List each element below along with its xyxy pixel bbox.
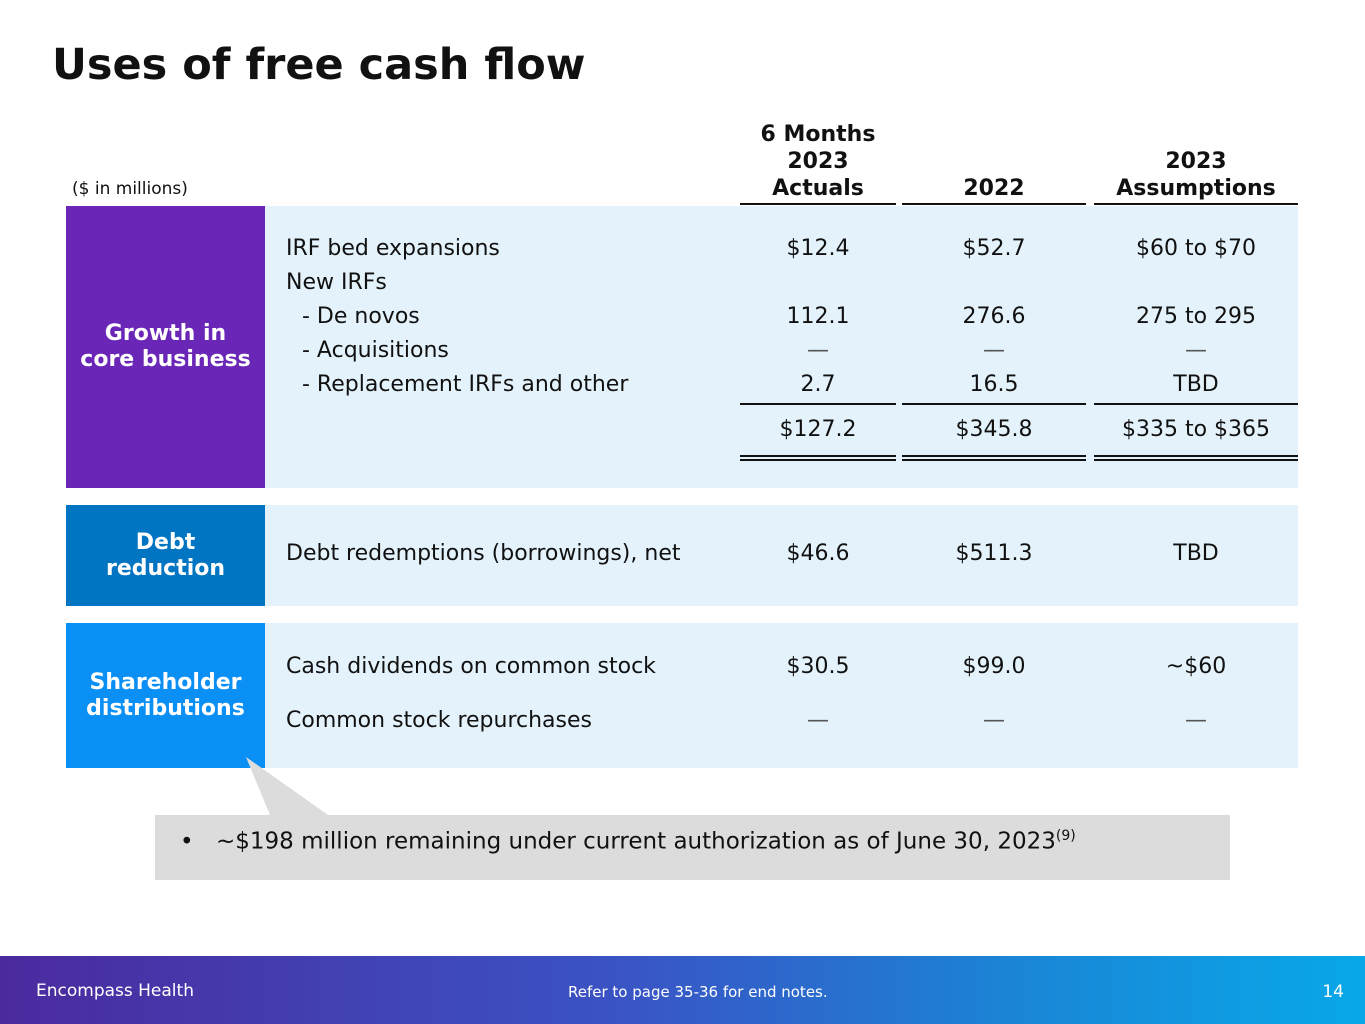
cell-irf-bed-6m: $12.4	[786, 236, 850, 261]
row-label-acquisitions: - Acquisitions	[302, 338, 449, 363]
cell-debt-2022: $511.3	[955, 541, 1033, 566]
callout-body: ~$198 million remaining under current au…	[216, 828, 1056, 855]
debt-section-panel	[66, 505, 1298, 606]
row-label-replacement-irfs: - Replacement IRFs and other	[302, 372, 629, 397]
total-double-rule	[902, 455, 1086, 461]
total-double-rule	[740, 455, 896, 461]
row-label-cash-dividends: Cash dividends on common stock	[286, 654, 656, 679]
subtotal-rule	[902, 403, 1086, 405]
cell-dividends-2022: $99.0	[962, 654, 1026, 679]
cell-replacement-2023: TBD	[1173, 372, 1219, 397]
row-label-de-novos: - De novos	[302, 304, 420, 329]
row-label-stock-repurchases: Common stock repurchases	[286, 708, 593, 733]
debt-category-label: Debt reduction	[66, 505, 265, 606]
cell-de-novos-2022: 276.6	[962, 304, 1026, 329]
column-header-line: Assumptions	[1116, 176, 1276, 201]
cell-growth-total-2023: $335 to $365	[1121, 417, 1271, 442]
page-number: 14	[1322, 982, 1344, 1002]
callout-text: • ~$198 million remaining under current a…	[180, 828, 1076, 855]
footer-bar	[0, 956, 1365, 1024]
row-label-irf-bed-expansions: IRF bed expansions	[286, 236, 500, 261]
subtotal-rule	[740, 403, 896, 405]
cell-acquisitions-2022: —	[983, 338, 1005, 363]
units-note: ($ in millions)	[72, 179, 188, 199]
footer-endnote: Refer to page 35-36 for end notes.	[568, 983, 828, 1001]
shareholder-category-text: Shareholder distributions	[86, 669, 245, 721]
bullet-icon: •	[180, 828, 194, 855]
growth-section-panel	[66, 206, 1298, 488]
column-header-line: 6 Months	[760, 122, 876, 147]
cell-repurchases-2023: —	[1185, 708, 1207, 733]
cell-debt-2023: TBD	[1173, 541, 1219, 566]
column-header-rule	[1094, 203, 1298, 205]
callout-footnote-ref: (9)	[1055, 828, 1076, 844]
column-header-6m-2023-actuals: 6 Months 2023 Actuals	[740, 118, 896, 202]
subtotal-rule	[1094, 403, 1298, 405]
cell-dividends-6m: $30.5	[786, 654, 850, 679]
total-double-rule	[1094, 455, 1298, 461]
callout-pointer	[246, 757, 328, 815]
cell-irf-bed-2023: $60 to $70	[1135, 236, 1257, 261]
column-header-line: 2023	[1165, 149, 1227, 174]
cell-de-novos-6m: 112.1	[786, 304, 850, 329]
footer-company: Encompass Health	[36, 981, 194, 1001]
row-label-new-irfs: New IRFs	[286, 270, 387, 295]
column-header-line: 2022	[963, 176, 1025, 201]
cell-irf-bed-2022: $52.7	[962, 236, 1026, 261]
cell-growth-total-2022: $345.8	[955, 417, 1033, 442]
shareholder-category-label: Shareholder distributions	[66, 623, 265, 768]
debt-category-text: Debt reduction	[105, 529, 226, 581]
cell-dividends-2023: ~$60	[1165, 654, 1227, 679]
growth-category-label: Growth in core business	[66, 206, 265, 488]
column-header-2023-assumptions: 2023 Assumptions	[1094, 118, 1298, 202]
column-header-rule	[902, 203, 1086, 205]
column-header-line: 2023	[787, 149, 849, 174]
cell-de-novos-2023: 275 to 295	[1135, 304, 1257, 329]
growth-category-text: Growth in core business	[80, 321, 251, 372]
column-header-2022: 2022	[902, 118, 1086, 202]
callout-box	[155, 815, 1230, 880]
row-label-debt-redemptions: Debt redemptions (borrowings), net	[286, 541, 681, 566]
cell-repurchases-6m: —	[807, 708, 829, 733]
cell-debt-6m: $46.6	[786, 541, 850, 566]
cell-acquisitions-6m: —	[807, 338, 829, 363]
cell-replacement-2022: 16.5	[969, 372, 1019, 397]
cell-repurchases-2022: —	[983, 708, 1005, 733]
cell-growth-total-6m: $127.2	[779, 417, 857, 442]
cell-replacement-6m: 2.7	[800, 372, 836, 397]
shareholder-section-panel	[66, 623, 1298, 768]
column-header-rule	[740, 203, 896, 205]
page-title: Uses of free cash flow	[52, 40, 586, 90]
cell-acquisitions-2023: —	[1185, 338, 1207, 363]
column-header-line: Actuals	[772, 176, 864, 201]
